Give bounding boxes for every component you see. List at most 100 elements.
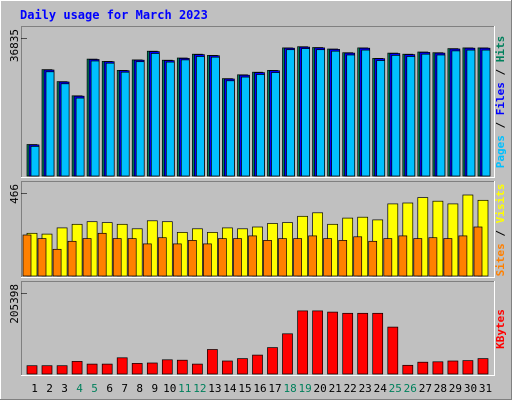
bar-pages-day-31	[481, 49, 491, 177]
bar-visits-day-30	[462, 194, 474, 277]
x-day-label-16: 16	[253, 382, 266, 395]
bar-kbytes-day-16	[252, 354, 263, 375]
x-day-label-2: 2	[46, 382, 53, 395]
bar-pages-day-6	[105, 62, 115, 177]
bar-pages-day-2	[45, 71, 55, 177]
bar-sites-day-18	[278, 238, 287, 277]
bar-sites-day-10	[157, 237, 167, 277]
bar-kbytes-day-9	[146, 362, 158, 375]
x-day-label-4: 4	[76, 382, 83, 395]
bar-sites-day-21	[323, 238, 332, 277]
x-day-label-29: 29	[449, 382, 462, 395]
bar-sites-day-16	[248, 235, 257, 277]
x-day-label-14: 14	[223, 382, 237, 395]
bar-pages-day-10	[165, 61, 175, 177]
x-day-label-26: 26	[404, 382, 417, 395]
ylabel-part-hits: Hits	[494, 36, 507, 63]
bar-kbytes-day-15	[237, 358, 248, 375]
bar-pages-day-24	[376, 60, 386, 177]
bar-kbytes-day-24	[372, 312, 384, 375]
x-day-label-1: 1	[31, 382, 38, 395]
x-day-label-6: 6	[106, 382, 113, 395]
bar-pages-day-13	[211, 56, 220, 177]
bar-kbytes-day-6	[101, 363, 113, 375]
ylabel-part-kbytes: KBytes	[494, 309, 507, 349]
bar-sites-day-2	[37, 238, 47, 277]
bar-sites-day-1	[22, 234, 32, 277]
bar-sites-day-5	[82, 238, 92, 277]
bar-sites-day-13	[203, 243, 212, 277]
panel-top: 36835 Pages / Files / Hits	[8, 26, 507, 178]
bar-pages-day-27	[421, 53, 431, 177]
bar-sites-day-22	[338, 240, 348, 277]
bar-pages-day-30	[466, 49, 476, 177]
bar-pages-day-14	[226, 80, 235, 177]
x-day-label-8: 8	[136, 382, 143, 395]
bar-kbytes-day-25	[387, 326, 399, 375]
bar-kbytes-day-11	[176, 359, 188, 375]
bar-pages-day-9	[150, 53, 160, 177]
bar-kbytes-day-21	[327, 311, 338, 375]
chart-title: Daily usage for March 2023	[20, 8, 208, 22]
bar-sites-day-11	[172, 243, 182, 277]
x-day-label-22: 22	[344, 382, 357, 395]
ylabel-part-pages: Pages	[494, 135, 507, 168]
bar-pages-day-22	[346, 54, 356, 177]
x-day-label-27: 27	[419, 382, 432, 395]
x-day-label-17: 17	[268, 382, 281, 395]
x-day-label-19: 19	[298, 382, 311, 395]
x-day-label-30: 30	[464, 382, 477, 395]
bar-pages-day-7	[120, 71, 130, 177]
bar-kbytes-day-19	[297, 310, 308, 375]
panel-middle-ylabel: Sites / Visits	[494, 184, 507, 277]
x-day-label-15: 15	[238, 382, 251, 395]
panel-bottom-ylabel: KBytes	[494, 309, 507, 349]
ylabel-part-visits: Visits	[494, 184, 507, 224]
bar-sites-day-3	[52, 248, 62, 277]
bar-kbytes-day-26	[402, 364, 414, 375]
bar-sites-day-8	[127, 238, 137, 277]
panel-middle: 466 Sites / Visits	[8, 181, 507, 278]
bar-sites-day-15	[233, 238, 242, 277]
bar-sites-day-29	[443, 238, 453, 277]
x-day-label-24: 24	[374, 382, 388, 395]
x-day-label-9: 9	[151, 382, 158, 395]
bar-pages-day-21	[331, 50, 340, 177]
x-day-label-11: 11	[178, 382, 191, 395]
bar-kbytes-day-29	[447, 360, 459, 375]
bar-pages-day-15	[241, 76, 250, 177]
x-day-label-5: 5	[91, 382, 98, 395]
bar-pages-day-5	[90, 60, 100, 177]
panel-top-ylabel: Pages / Files / Hits	[494, 36, 507, 169]
bar-sites-day-27	[413, 238, 423, 277]
panel-bottom: 205398 KBytes	[8, 281, 507, 376]
bar-pages-day-28	[436, 54, 446, 177]
bar-kbytes-day-23	[357, 312, 369, 375]
bar-sites-day-20	[308, 235, 317, 277]
bar-pages-day-26	[406, 56, 416, 177]
ylabel-part-files: Files	[494, 82, 507, 115]
bar-pages-day-3	[60, 83, 70, 177]
bar-sites-day-4	[67, 240, 77, 277]
bar-pages-day-12	[196, 56, 205, 177]
bar-pages-day-11	[180, 59, 190, 177]
bar-sites-day-26	[398, 235, 408, 277]
bar-sites-day-19	[293, 238, 302, 277]
bar-kbytes-day-30	[462, 360, 474, 375]
bar-visits-day-27	[417, 197, 429, 277]
bar-kbytes-day-20	[312, 310, 323, 375]
bar-pages-day-19	[301, 48, 310, 177]
bar-kbytes-day-12	[192, 363, 203, 375]
bar-sites-day-14	[218, 238, 227, 277]
bar-sites-day-9	[142, 243, 152, 277]
ylabel-separator: /	[494, 115, 507, 135]
x-day-label-20: 20	[313, 382, 326, 395]
x-day-label-21: 21	[329, 382, 342, 395]
bar-sites-day-28	[428, 237, 438, 277]
bar-kbytes-day-2	[41, 365, 53, 375]
x-day-label-28: 28	[434, 382, 447, 395]
x-day-label-12: 12	[193, 382, 206, 395]
ylabel-separator: /	[494, 62, 507, 82]
bar-kbytes-day-1	[26, 365, 38, 375]
